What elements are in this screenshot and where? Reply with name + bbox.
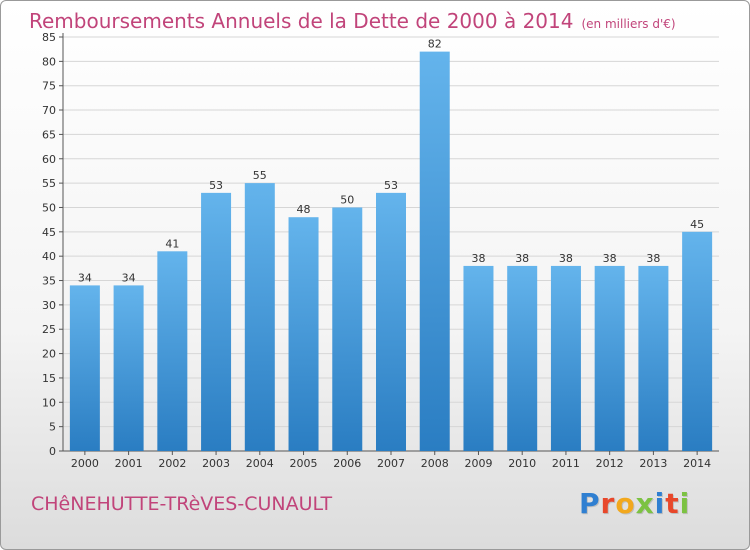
chart-subtitle: (en milliers d'€) [581, 17, 676, 31]
labels: 0 5 10 15 20 25 30 35 40 45 50 55 60 65 70 75 80 85 34 2000… [42, 31, 711, 470]
data-label: 34 [122, 271, 136, 284]
bar-2000 [69, 285, 100, 451]
y-tick-label: 40 [42, 250, 56, 263]
bar-2006 [332, 207, 363, 451]
logo-letter: r [600, 487, 616, 520]
x-tick-label: 2013 [639, 457, 667, 470]
y-tick-label: 45 [42, 226, 56, 239]
bar-2013 [638, 265, 669, 451]
bar-2005 [288, 217, 319, 451]
bar-2012 [594, 265, 625, 451]
y-tick-label: 75 [42, 80, 56, 93]
x-tick-label: 2011 [552, 457, 580, 470]
x-tick-label: 2002 [158, 457, 186, 470]
y-tick-label: 20 [42, 348, 56, 361]
y-tick-label: 15 [42, 372, 56, 385]
x-tick-label: 2008 [421, 457, 449, 470]
x-tick-label: 2005 [290, 457, 318, 470]
data-label: 38 [471, 252, 485, 265]
x-tick-label: 2001 [115, 457, 143, 470]
y-tick-label: 60 [42, 153, 56, 166]
x-tick-label: 2004 [246, 457, 274, 470]
bar-2008 [419, 51, 450, 452]
chart-title: Remboursements Annuels de la Dette de 20… [29, 9, 676, 33]
data-label: 48 [297, 203, 311, 216]
bar-2011 [550, 265, 581, 451]
bar-2009 [463, 265, 494, 451]
x-tick-label: 2006 [333, 457, 361, 470]
y-tick-label: 10 [42, 396, 56, 409]
data-label: 41 [165, 237, 179, 250]
town-name: CHêNEHUTTE-TRèVES-CUNAULT [31, 493, 333, 515]
logo-letter: i [654, 487, 666, 520]
y-tick-label: 25 [42, 323, 56, 336]
bar-2004 [244, 183, 275, 451]
y-tick-label: 0 [49, 445, 56, 458]
data-label: 38 [559, 252, 573, 265]
data-label: 38 [515, 252, 529, 265]
data-label: 38 [603, 252, 617, 265]
data-label: 34 [78, 271, 92, 284]
x-tick-label: 2003 [202, 457, 230, 470]
y-tick-label: 35 [42, 275, 56, 288]
logo-letter: o [615, 487, 636, 520]
bar-2014 [682, 231, 713, 451]
y-tick-label: 55 [42, 177, 56, 190]
y-tick-label: 50 [42, 201, 56, 214]
data-label: 38 [646, 252, 660, 265]
y-tick-label: 30 [42, 299, 56, 312]
bar-2010 [507, 265, 538, 451]
bar-2003 [201, 192, 232, 451]
bars [69, 51, 713, 452]
x-tick-label: 2010 [508, 457, 536, 470]
logo-letter: P [579, 487, 601, 520]
bar-2007 [376, 192, 406, 451]
x-tick-label: 2009 [464, 457, 492, 470]
y-tick-label: 85 [42, 31, 56, 44]
x-tick-label: 2014 [683, 457, 711, 470]
x-tick-label: 2007 [377, 457, 405, 470]
logo-letter: x [635, 487, 655, 520]
data-label: 53 [384, 179, 398, 192]
data-label: 55 [253, 169, 267, 182]
chart-title-text: Remboursements Annuels de la Dette de 20… [29, 9, 574, 33]
data-label: 82 [428, 38, 442, 51]
bar-2002 [157, 251, 188, 451]
y-tick-label: 5 [49, 421, 56, 434]
data-label: 53 [209, 179, 223, 192]
y-tick-label: 65 [42, 128, 56, 141]
bar-2001 [113, 285, 144, 451]
y-tick-label: 70 [42, 104, 56, 117]
x-tick-label: 2000 [71, 457, 99, 470]
logo-letter: t [665, 487, 680, 520]
y-tick-label: 80 [42, 55, 56, 68]
x-tick-label: 2012 [596, 457, 624, 470]
data-label: 50 [340, 193, 354, 206]
proxiti-logo: Proxiti [579, 487, 690, 520]
data-label: 45 [690, 218, 704, 231]
logo-letter: i [679, 487, 691, 520]
